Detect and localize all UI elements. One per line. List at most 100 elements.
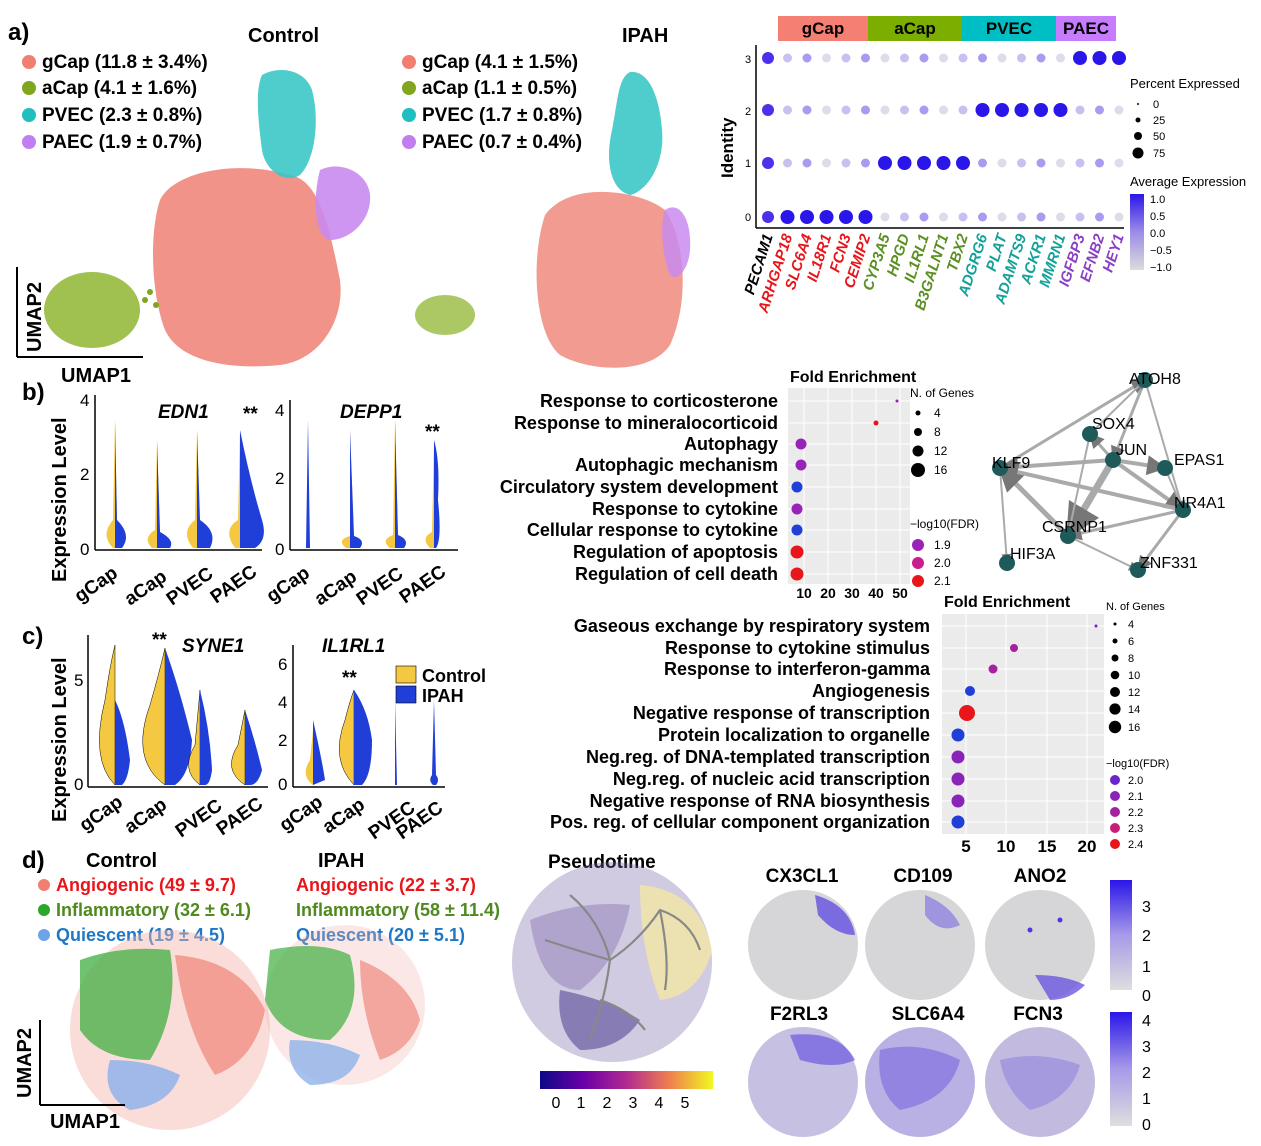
pct-legend-label: 25 xyxy=(1153,115,1165,127)
celltype-label: PAEC xyxy=(207,561,261,608)
expression-dot xyxy=(800,210,814,224)
expression-dot xyxy=(762,157,774,169)
expression-dot xyxy=(780,210,795,224)
violin-depp1: 4 2 0 DEPP1 ** xyxy=(275,400,458,559)
xtick-b: 30 xyxy=(844,585,860,601)
n-genes-label: 8 xyxy=(1128,653,1134,665)
network-node-label: JUN xyxy=(1116,442,1147,459)
expression-dot xyxy=(802,158,812,168)
expression-dot xyxy=(822,53,831,63)
gene-title-il1rl1: IL1RL1 xyxy=(322,636,385,657)
feature-gene-title: CD109 xyxy=(893,866,952,887)
feature-scale2-tick: 3 xyxy=(1142,1039,1151,1056)
xtick-b: 40 xyxy=(868,585,884,601)
feature-gene-title: ANO2 xyxy=(1014,866,1067,887)
pseudotime-tick: 1 xyxy=(577,1095,586,1112)
feature-colorbar-2 xyxy=(1110,1012,1132,1126)
n-genes-label: 14 xyxy=(1128,704,1140,716)
pct-legend-label: 50 xyxy=(1153,131,1165,143)
network-node-label: NR4A1 xyxy=(1174,495,1226,512)
expression-dot xyxy=(841,53,851,63)
expression-dot xyxy=(783,105,792,115)
percent-expressed-title: Percent Expressed xyxy=(1130,76,1240,91)
expression-dot xyxy=(958,53,968,63)
enrichment-dot xyxy=(873,420,879,426)
umap-axes-d: UMAP1 UMAP2 xyxy=(14,1020,125,1133)
expression-dot xyxy=(1053,103,1068,117)
expression-dot xyxy=(819,210,834,224)
feature-scale1-tick: 2 xyxy=(1142,928,1151,945)
fdr-label: 2.1 xyxy=(1128,791,1143,803)
ipah-legend-item: PAEC (0.7 ± 0.4%) xyxy=(422,132,582,153)
dotplot: gCap aCap PVEC PAEC Identity 3 2 1 0 PEC… xyxy=(718,16,1128,316)
dotplot-header-pvec xyxy=(962,16,1056,41)
expression-dot xyxy=(897,156,912,170)
celltype-label: gCap xyxy=(276,792,327,836)
n-genes-label: 8 xyxy=(934,425,941,439)
feature-plots: CX3CL1 CD109 ANO2 F2RL3 SLC6A4 FCN3 3 2 … xyxy=(748,866,1151,1137)
pseudotime-tick: 3 xyxy=(629,1095,638,1112)
celltype-label: gCap xyxy=(263,563,314,607)
expression-dot xyxy=(1036,53,1046,63)
xtick-b: 20 xyxy=(820,585,836,601)
expression-dot xyxy=(978,212,987,222)
ipah-legend-a: gCap (4.1 ± 1.5%) aCap (1.1 ± 0.5%) PVEC… xyxy=(402,52,582,153)
fdr-label: 2.0 xyxy=(1128,775,1143,787)
umap2-label-a: UMAP2 xyxy=(24,282,46,352)
enrichment-term: Pos. reg. of cellular component organiza… xyxy=(550,812,930,832)
pseudotime-tick: 4 xyxy=(655,1095,664,1112)
panel-a-letter: a) xyxy=(8,19,29,46)
feature-scale2-tick: 1 xyxy=(1142,1091,1151,1108)
fdr-label: 2.2 xyxy=(1128,807,1143,819)
feature-scale1-tick: 3 xyxy=(1142,899,1151,916)
ytick: 4 xyxy=(278,693,287,712)
dotplot-legend: Percent Expressed 0 25 50 75 Average Exp… xyxy=(1130,76,1246,274)
control-legend-a: gCap (11.8 ± 3.4%) aCap (4.1 ± 1.6%) PVE… xyxy=(22,52,208,153)
enrichment-term: Angiogenesis xyxy=(812,681,930,701)
network-node-label: KLF9 xyxy=(992,455,1030,472)
network-node-label: EPAS1 xyxy=(1174,452,1225,469)
ipah-legend-d: Angiogenic (22 ± 3.7) Inflammatory (58 ±… xyxy=(296,875,500,945)
ytick: 2 xyxy=(278,731,287,750)
expression-dot xyxy=(919,105,929,115)
expression-dot xyxy=(783,158,792,168)
enrichment-term: Negative response of transcription xyxy=(633,703,930,723)
ipah-legend-item: Angiogenic (22 ± 3.7) xyxy=(296,875,476,895)
enrichment-dot xyxy=(965,686,975,696)
enrichment-term: Neg.reg. of DNA-templated transcription xyxy=(586,747,930,767)
celltype-label: aCap xyxy=(311,566,361,610)
enrichment-term: Response to corticosterone xyxy=(540,391,778,411)
dotplot-header-acap xyxy=(868,16,962,41)
umap-control-d xyxy=(70,930,270,1130)
expression-dot xyxy=(783,53,792,63)
panel-c-letter: c) xyxy=(22,623,43,650)
enrichment-dot xyxy=(951,728,965,742)
expression-dot xyxy=(919,212,929,222)
ytick: 4 xyxy=(275,401,284,420)
avg-legend-label: 1.0 xyxy=(1150,194,1165,206)
enrichment-dot xyxy=(959,705,975,721)
expression-dot xyxy=(880,105,890,115)
fdr-label: 2.3 xyxy=(1128,823,1143,835)
expression-dot xyxy=(1073,51,1087,65)
feature-scale2-tick: 0 xyxy=(1142,1117,1151,1134)
dotplot-header-gcap xyxy=(778,16,868,41)
identity-tick: 2 xyxy=(745,106,751,118)
expression-dot xyxy=(1056,53,1065,63)
xtick-c: 20 xyxy=(1078,837,1097,856)
celltype-label: PAEC xyxy=(396,561,450,608)
expression-dot xyxy=(762,52,774,64)
expression-dot xyxy=(861,158,870,168)
expression-dot xyxy=(1017,53,1026,63)
pseudotime-umap xyxy=(512,862,712,1062)
celltype-label: aCap xyxy=(121,794,171,838)
gene-title-syne1: SYNE1 xyxy=(182,636,244,657)
expression-dot xyxy=(1036,158,1046,168)
enrichment-dot xyxy=(988,664,998,674)
umap-control-a xyxy=(44,70,371,367)
fdr-label: 1.9 xyxy=(934,538,951,552)
ytick: 0 xyxy=(275,540,284,559)
enrichment-term: Neg.reg. of nucleic acid transcription xyxy=(613,769,930,789)
expression-dot xyxy=(1092,51,1107,65)
